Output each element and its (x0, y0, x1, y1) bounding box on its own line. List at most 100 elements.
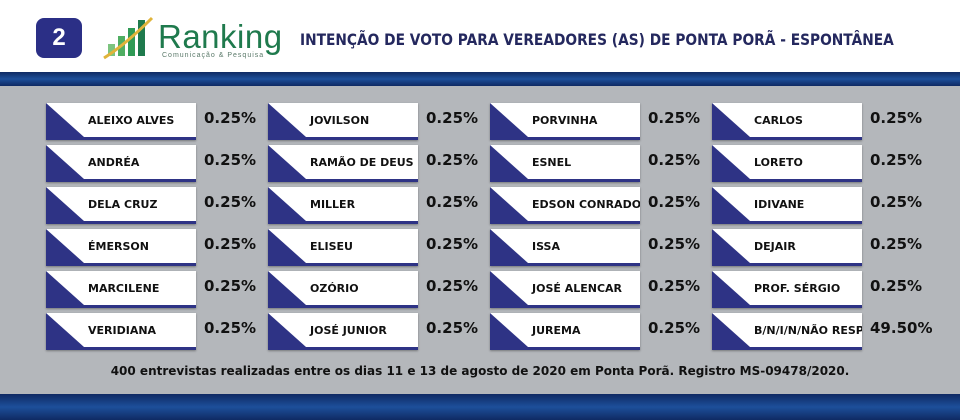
card-triangle-decoration (46, 187, 84, 221)
candidate-card: EDSON CONRADO (490, 187, 640, 224)
candidate-name: ANDRÉA (88, 155, 140, 169)
candidate-percentage: 0.25% (870, 109, 923, 127)
candidate-percentage: 0.25% (648, 277, 701, 295)
card-triangle-decoration (46, 145, 84, 179)
candidate-item: EDSON CONRADO 0.25% (490, 187, 712, 227)
card-triangle-decoration (490, 313, 528, 347)
candidate-name: ISSA (532, 239, 560, 253)
card-triangle-decoration (268, 145, 306, 179)
candidate-card: PORVINHA (490, 103, 640, 140)
ranking-logo-icon (103, 16, 154, 60)
candidate-name: DELA CRUZ (88, 197, 158, 211)
slide-number-badge: 2 (36, 18, 82, 58)
card-triangle-decoration (268, 103, 306, 137)
candidate-item: PORVINHA 0.25% (490, 103, 712, 143)
candidate-item: ÉMERSON 0.25% (46, 229, 268, 269)
card-triangle-decoration (490, 229, 528, 263)
candidate-percentage: 0.25% (648, 193, 701, 211)
candidate-item: VERIDIANA 0.25% (46, 313, 268, 353)
candidate-item: RAMÃO DE DEUS 0.25% (268, 145, 490, 185)
card-triangle-decoration (268, 271, 306, 305)
candidate-item: IDIVANE 0.25% (712, 187, 934, 227)
candidate-percentage: 0.25% (426, 193, 479, 211)
brand-tagline: Comunicação & Pesquisa (162, 52, 265, 59)
candidate-card: CARLOS (712, 103, 862, 140)
candidate-name: JUREMA (532, 323, 581, 337)
candidate-item: OZÓRIO 0.25% (268, 271, 490, 311)
candidate-percentage: 0.25% (204, 235, 257, 253)
candidate-percentage: 0.25% (426, 151, 479, 169)
candidate-name: PROF. SÉRGIO (754, 281, 841, 295)
page-title: INTENÇÃO DE VOTO PARA VEREADORES (AS) DE… (300, 30, 894, 49)
brand-name: Ranking (158, 18, 283, 55)
card-triangle-decoration (712, 187, 750, 221)
card-triangle-decoration (46, 103, 84, 137)
candidate-name: RAMÃO DE DEUS (310, 155, 414, 169)
candidate-item: JOVILSON 0.25% (268, 103, 490, 143)
candidate-percentage: 0.25% (870, 151, 923, 169)
card-triangle-decoration (46, 271, 84, 305)
card-triangle-decoration (712, 229, 750, 263)
candidate-card: LORETO (712, 145, 862, 182)
candidate-name: DEJAIR (754, 239, 796, 253)
candidate-percentage: 0.25% (426, 319, 479, 337)
candidate-percentage: 0.25% (426, 277, 479, 295)
candidate-name: ESNEL (532, 155, 572, 169)
candidate-percentage: 0.25% (870, 193, 923, 211)
candidate-card: DELA CRUZ (46, 187, 196, 224)
candidate-card: MARCILENE (46, 271, 196, 308)
candidate-card: ALEIXO ALVES (46, 103, 196, 140)
candidate-card: VERIDIANA (46, 313, 196, 350)
candidate-percentage: 0.25% (426, 109, 479, 127)
candidate-name: JOVILSON (310, 113, 370, 127)
candidate-name: ALEIXO ALVES (88, 113, 175, 127)
candidate-card: ANDRÉA (46, 145, 196, 182)
candidate-name: OZÓRIO (310, 281, 359, 295)
candidate-name: IDIVANE (754, 197, 805, 211)
candidate-card: B/N/I/N/NÃO RESP. (712, 313, 862, 350)
candidate-card: JUREMA (490, 313, 640, 350)
candidate-card: IDIVANE (712, 187, 862, 224)
candidate-card: JOVILSON (268, 103, 418, 140)
candidate-percentage: 0.25% (648, 109, 701, 127)
top-divider-band (0, 72, 960, 86)
candidate-percentage: 0.25% (648, 151, 701, 169)
candidate-card: JOSÉ JUNIOR (268, 313, 418, 350)
candidate-card: ISSA (490, 229, 640, 266)
candidate-name: EDSON CONRADO (532, 197, 640, 211)
candidate-name: JOSÉ JUNIOR (310, 323, 387, 337)
candidate-item: PROF. SÉRGIO 0.25% (712, 271, 934, 311)
candidate-item: JOSÉ JUNIOR 0.25% (268, 313, 490, 353)
candidate-percentage: 0.25% (648, 235, 701, 253)
candidate-card: ESNEL (490, 145, 640, 182)
candidate-card: RAMÃO DE DEUS (268, 145, 418, 182)
candidate-item: CARLOS 0.25% (712, 103, 934, 143)
candidate-item: MILLER 0.25% (268, 187, 490, 227)
candidate-percentage: 0.25% (204, 193, 257, 211)
candidate-card: ELISEU (268, 229, 418, 266)
candidate-card: DEJAIR (712, 229, 862, 266)
candidate-name: MARCILENE (88, 281, 160, 295)
candidate-item: ANDRÉA 0.25% (46, 145, 268, 185)
bottom-divider-band (0, 394, 960, 420)
candidate-card: JOSÉ ALENCAR (490, 271, 640, 308)
candidate-name: ELISEU (310, 239, 353, 253)
results-grid: ALEIXO ALVES 0.25% ANDRÉA 0.25% DELA CRUZ 0.2… (46, 103, 934, 353)
candidate-name: PORVINHA (532, 113, 598, 127)
candidate-item: LORETO 0.25% (712, 145, 934, 185)
candidate-card: MILLER (268, 187, 418, 224)
candidate-item: DELA CRUZ 0.25% (46, 187, 268, 227)
candidate-item: MARCILENE 0.25% (46, 271, 268, 311)
candidate-item: JUREMA 0.25% (490, 313, 712, 353)
candidate-percentage: 0.25% (870, 235, 923, 253)
candidate-percentage: 0.25% (648, 319, 701, 337)
card-triangle-decoration (490, 271, 528, 305)
candidate-item: ESNEL 0.25% (490, 145, 712, 185)
card-triangle-decoration (268, 229, 306, 263)
header: 2 Ranking Comunicação & Pesquisa INTENÇÃ… (0, 0, 960, 74)
candidate-name: MILLER (310, 197, 356, 211)
candidate-item: ALEIXO ALVES 0.25% (46, 103, 268, 143)
candidate-percentage: 0.25% (426, 235, 479, 253)
candidate-card: PROF. SÉRGIO (712, 271, 862, 308)
candidate-percentage: 0.25% (204, 109, 257, 127)
